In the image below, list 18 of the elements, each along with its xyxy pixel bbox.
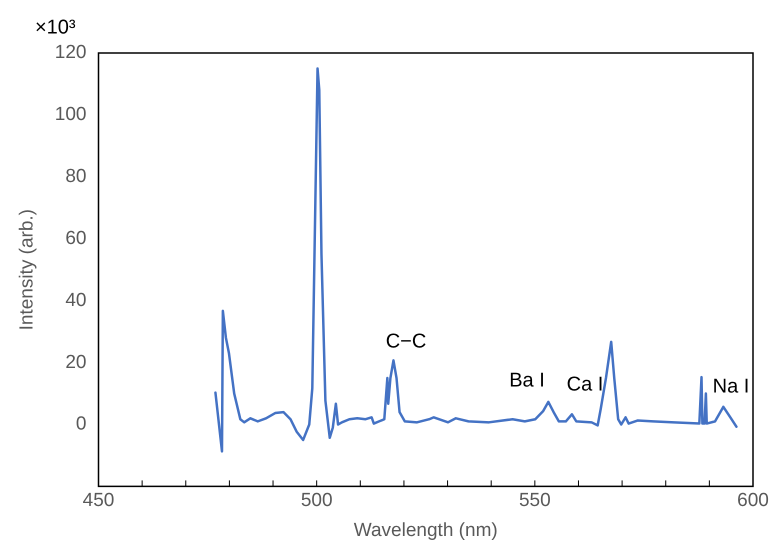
annotation: C−C [386, 330, 426, 353]
y-tick-label: 0 [76, 414, 86, 435]
x-tick-label: 550 [518, 490, 551, 512]
x-tick-label: 600 [737, 490, 769, 512]
x-axis-title: Wavelength (nm) [354, 520, 498, 541]
y-tick-label: 100 [54, 104, 86, 126]
y-axis-title: Intensity (arb.) [16, 208, 38, 330]
annotation: Ba I [509, 370, 545, 392]
text: ×10³ [35, 16, 76, 39]
annotation: Na I [712, 376, 750, 398]
x-tick-label: 500 [300, 490, 333, 512]
y-tick-label: 80 [65, 166, 86, 188]
y-tick-label: 20 [65, 352, 86, 373]
y-tick-label: 120 [54, 42, 86, 64]
y-tick-label: 40 [65, 290, 86, 311]
x-tick-label: 450 [82, 490, 114, 512]
annotation: Ca I [566, 374, 604, 396]
y-tick-label: 60 [65, 228, 86, 249]
